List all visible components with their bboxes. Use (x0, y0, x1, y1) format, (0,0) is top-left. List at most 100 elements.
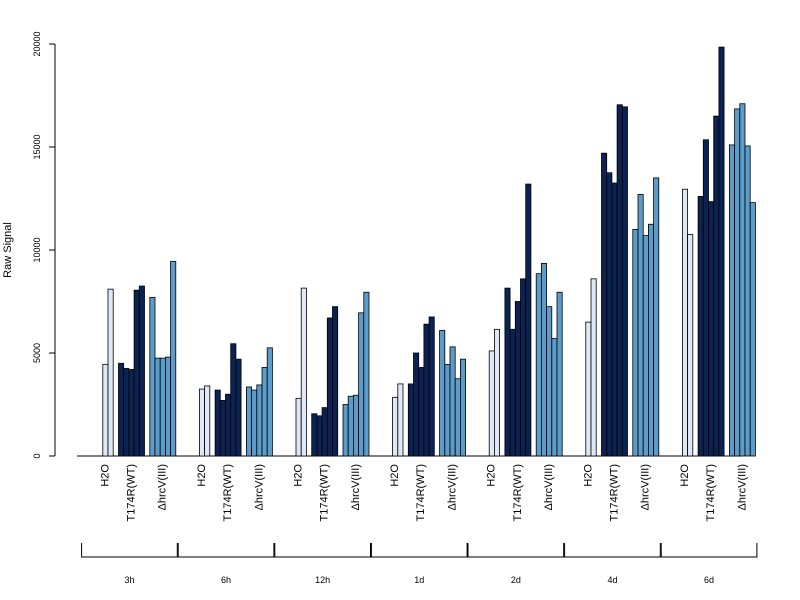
bar (230, 343, 237, 457)
group-label: 6d (704, 575, 714, 585)
group-bracket (564, 543, 661, 558)
bar (266, 347, 273, 457)
bar (541, 262, 548, 457)
category-label: ΔhrcV(III) (253, 464, 265, 510)
bar (488, 350, 495, 457)
category-label: H2O (582, 464, 594, 487)
bar (509, 328, 516, 457)
category-label: H2O (293, 464, 305, 487)
bar (632, 228, 639, 457)
group-label: 3h (124, 575, 134, 585)
bar (225, 393, 232, 457)
bar (525, 183, 532, 457)
bar (261, 367, 268, 457)
category-label: H2O (486, 464, 498, 487)
bar (514, 301, 521, 457)
bar (235, 358, 242, 457)
bar (418, 367, 425, 457)
bars (102, 46, 756, 457)
category-label: T174R(WT) (705, 464, 717, 521)
bar (332, 306, 339, 457)
bar (392, 396, 399, 457)
y-tick-label: 5000 (32, 343, 42, 363)
group-bracket (660, 543, 758, 558)
bar (520, 278, 527, 457)
bar (682, 188, 689, 457)
bar (198, 388, 205, 457)
bar (256, 384, 263, 457)
bar (102, 363, 109, 457)
bar (219, 399, 226, 457)
bar (637, 193, 644, 457)
bar (734, 108, 741, 457)
bar (459, 358, 466, 457)
bar (428, 316, 435, 457)
category-label: ΔhrcV(III) (157, 464, 169, 510)
y-tick-label: 20000 (32, 31, 42, 56)
category-label: ΔhrcV(III) (447, 464, 459, 510)
category-label: H2O (679, 464, 691, 487)
group-bracket (467, 543, 565, 558)
bar (295, 397, 302, 457)
bar (311, 413, 318, 457)
category-label: ΔhrcV(III) (350, 464, 362, 510)
bar (611, 182, 618, 457)
bar (687, 234, 694, 457)
bar (326, 317, 333, 457)
group-labels: 3h 6h 12h 1d 2d 4d 6d (124, 575, 714, 585)
bar (556, 291, 563, 457)
bar (170, 260, 177, 457)
bar (642, 235, 649, 457)
category-label: T174R(WT) (319, 464, 331, 521)
bar (154, 357, 161, 457)
y-tick-label: 10000 (32, 237, 42, 262)
bar (245, 386, 252, 457)
bar (744, 145, 751, 457)
group-brackets (81, 543, 758, 558)
group-bracket (274, 543, 371, 558)
category-label: T174R(WT) (125, 464, 137, 521)
y-tick-label: 0 (32, 453, 42, 458)
bar (648, 223, 655, 457)
bar (413, 352, 420, 457)
y-axis-label: Raw Signal (2, 222, 14, 278)
bar (138, 285, 145, 457)
category-label: H2O (389, 464, 401, 487)
bar (214, 389, 221, 457)
group-bracket (177, 543, 275, 558)
bar (407, 383, 414, 457)
bar (601, 152, 608, 457)
bar (739, 103, 746, 457)
category-label: H2O (196, 464, 208, 487)
bar (118, 362, 125, 457)
bar (729, 144, 736, 457)
bar (347, 395, 354, 457)
group-label: 2d (511, 575, 521, 585)
category-labels: H2O T174R(WT) ΔhrcV(III) H2O T174R(WT) ΔhrcV(… (99, 464, 748, 522)
bar (551, 338, 558, 457)
bar (342, 404, 349, 457)
bar (454, 378, 461, 457)
bar (449, 346, 456, 457)
y-axis: 0 5000 10000 15000 20000 (32, 31, 56, 459)
bar (316, 415, 323, 457)
bar (164, 356, 171, 457)
bar (653, 177, 660, 457)
bar (423, 323, 430, 457)
bar (133, 289, 140, 457)
bar (397, 383, 404, 457)
category-label: ΔhrcV(III) (736, 464, 748, 510)
bar (697, 196, 704, 457)
y-tick-label: 15000 (32, 134, 42, 159)
bar (606, 172, 613, 457)
bar (504, 287, 511, 457)
bar (546, 306, 553, 457)
category-label: H2O (99, 464, 111, 487)
group-label: 4d (607, 575, 617, 585)
bar (702, 139, 709, 457)
bar (300, 287, 307, 457)
group-label: 6h (221, 575, 231, 585)
bar (321, 407, 328, 457)
bar (718, 46, 725, 457)
